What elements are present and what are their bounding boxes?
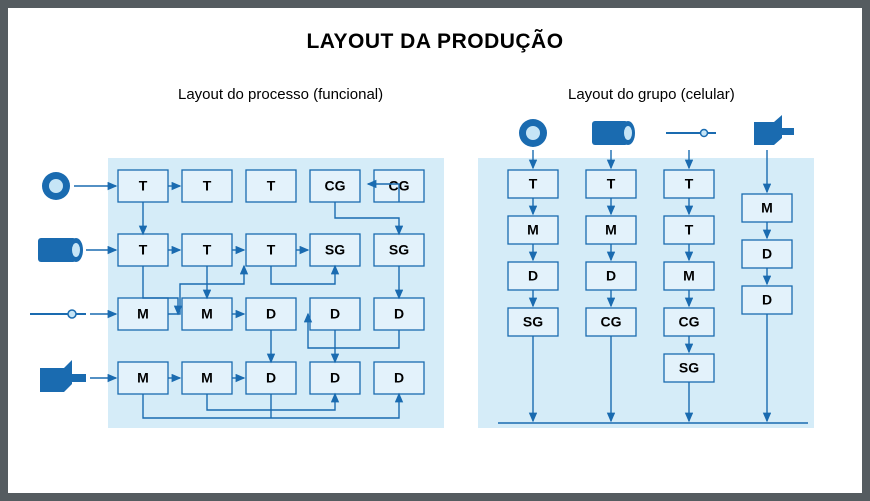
process-box-label: CG [601, 314, 622, 330]
process-box-label: M [761, 200, 773, 216]
process-box-label: T [685, 222, 694, 238]
process-box-label: T [139, 242, 148, 258]
process-box-label: D [330, 306, 340, 322]
process-box-label: D [606, 268, 616, 284]
process-box-label: M [137, 306, 149, 322]
cylinder-icon [592, 121, 635, 145]
block-icon [40, 360, 86, 392]
process-box-label: T [607, 176, 616, 192]
process-box-label: CG [679, 314, 700, 330]
process-box-label: M [201, 370, 213, 386]
process-box-label: SG [523, 314, 543, 330]
process-box-label: T [529, 176, 538, 192]
process-box-label: D [330, 370, 340, 386]
rod-icon [666, 130, 716, 137]
process-box-label: T [139, 178, 148, 194]
process-box-label: SG [679, 360, 699, 376]
block-icon [754, 115, 794, 145]
process-box-label: M [605, 222, 617, 238]
process-box-label: M [527, 222, 539, 238]
process-box-label: T [685, 176, 694, 192]
cylinder-icon [38, 238, 83, 262]
process-box-label: T [267, 178, 276, 194]
process-box-label: M [201, 306, 213, 322]
process-box-label: D [762, 292, 772, 308]
process-box-label: CG [325, 178, 346, 194]
process-box-label: T [203, 178, 212, 194]
ring-icon [519, 119, 547, 147]
process-box-label: M [683, 268, 695, 284]
process-box-label: M [137, 370, 149, 386]
process-box-label: SG [325, 242, 345, 258]
rod-icon [30, 310, 86, 318]
process-box-label: T [267, 242, 276, 258]
process-box-label: D [394, 306, 404, 322]
process-box-label: SG [389, 242, 409, 258]
process-box-label: D [394, 370, 404, 386]
process-box-label: D [266, 370, 276, 386]
diagram-canvas: T T T CG CG T T T SG SG M M D D D M M D D D [8, 8, 862, 493]
process-box-label: D [762, 246, 772, 262]
ring-icon [42, 172, 70, 200]
process-box-label: D [266, 306, 276, 322]
process-box-label: D [528, 268, 538, 284]
process-box-label: T [203, 242, 212, 258]
